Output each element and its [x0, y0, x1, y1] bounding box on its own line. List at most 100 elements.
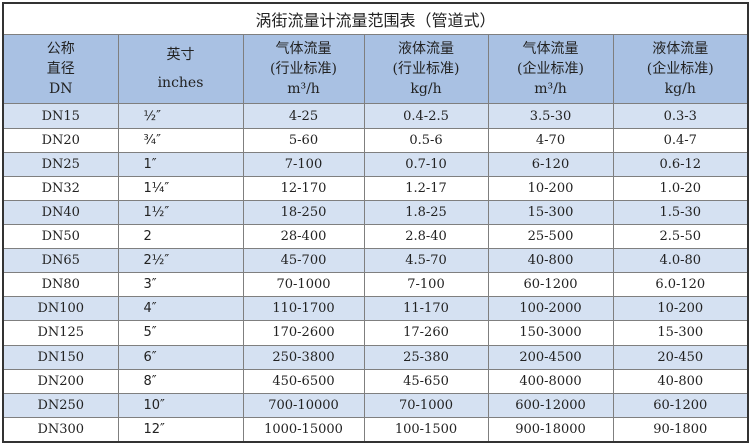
table-cell: 4-25 [242, 103, 365, 129]
table-cell: 15-300 [487, 199, 614, 226]
column-header-line: 气体流量 [275, 41, 332, 58]
table-cell: 17-260 [363, 320, 489, 346]
table-cell: 4.5-70 [363, 248, 489, 274]
column-header: 气体流量 (行业标准) m³/h [242, 34, 365, 105]
column-header-line: 英寸 [166, 47, 195, 64]
table-cell: 10-200 [487, 175, 614, 201]
table-cell: 70-1000 [242, 272, 365, 298]
table-cell: 0.3-3 [612, 103, 749, 129]
table-cell: 60-1200 [612, 392, 749, 418]
column-header-line: 直径 [46, 61, 75, 78]
table-cell: 100-2000 [487, 296, 614, 322]
table-cell: DN125 [2, 320, 119, 346]
table-cell: ¾″ [117, 127, 244, 153]
table-cell: 11-170 [363, 296, 489, 322]
table-cell: 0.4-7 [612, 127, 749, 153]
table-row: DN50 2 28-400 2.8-40 25-500 2.5-50 [2, 223, 749, 250]
column-header: 液体流量 (企业标准) kg/h [612, 34, 749, 105]
table-cell: DN15 [2, 103, 119, 129]
table-cell: 60-1200 [487, 272, 614, 298]
table-cell: DN100 [2, 296, 119, 322]
table-cell: DN300 [2, 416, 119, 443]
table-cell: 25-380 [363, 344, 489, 370]
table-cell: 3.5-30 [487, 103, 614, 129]
table-cell: 2.5-50 [612, 223, 749, 250]
table-cell: DN20 [2, 127, 119, 153]
table-cell: 1″ [117, 151, 244, 177]
table-row: DN15 ½″ 4-25 0.4-2.5 3.5-30 0.3-3 [2, 103, 749, 129]
table-row: DN200 8″ 450-6500 45-650 400-8000 40-800 [2, 368, 749, 394]
table-cell: 10-200 [612, 296, 749, 322]
column-header-line: 液体流量 [398, 41, 454, 58]
column-header-line: (行业标准) [392, 61, 460, 78]
table-row: DN25 1″ 7-100 0.7-10 6-120 0.6-12 [2, 151, 749, 177]
table-cell: 0.4-2.5 [363, 103, 489, 129]
table-row: DN150 6″ 250-3800 25-380 200-4500 20-450 [2, 344, 749, 370]
table-cell: DN40 [2, 199, 119, 226]
table-cell: 250-3800 [242, 344, 365, 370]
column-header: 公称直径 DN [2, 34, 119, 105]
table-row: DN125 5″ 170-2600 17-260 150-3000 15-300 [2, 320, 749, 346]
table-cell: 1.5-30 [612, 199, 749, 226]
table-cell: 450-6500 [242, 368, 365, 394]
column-header-line: 公称 [46, 41, 75, 58]
table-title: 涡街流量计流量范围表（管道式） [2, 2, 749, 36]
table-cell: DN65 [2, 248, 119, 274]
column-header-line: m³/h [534, 81, 567, 98]
table-cell: 8″ [117, 368, 244, 394]
table-cell: 25-500 [487, 223, 614, 250]
table-cell: ½″ [117, 103, 244, 129]
table-cell: DN32 [2, 175, 119, 201]
table-cell: 7-100 [363, 272, 489, 298]
table-row: DN65 2½″ 45-700 4.5-70 40-800 4.0-80 [2, 248, 749, 274]
column-header-line: 气体流量 [522, 41, 579, 58]
column-header-line: DN [49, 81, 73, 98]
table-cell: 12″ [117, 416, 244, 443]
table-cell: 700-10000 [242, 392, 365, 418]
table-cell: 100-1500 [363, 416, 489, 443]
table-cell: 6″ [117, 344, 244, 370]
column-header: 液体流量 (行业标准) kg/h [363, 34, 489, 105]
column-header: 英寸 inches [117, 34, 244, 105]
table-cell: 20-450 [612, 344, 749, 370]
table-cell: 1.2-17 [363, 175, 489, 201]
header-row: 公称 直径 DN 英寸 inches 气体流量 (行业标准) m³/h 液体流量 (行业标准) kg… [2, 34, 749, 105]
table-cell: DN150 [2, 344, 119, 370]
table-cell: 6-120 [487, 151, 614, 177]
table-row: DN250 10″ 700-10000 70-1000 600-12000 60-1200 [2, 392, 749, 418]
table-row: DN40 1½″ 18-250 1.8-25 15-300 1.5-30 [2, 199, 749, 226]
table-cell: 45-700 [242, 248, 365, 274]
table-cell: DN25 [2, 151, 119, 177]
table-cell: 40-800 [487, 248, 614, 274]
column-header: 气体流量 (企业标准) m³/h [487, 34, 614, 105]
table-cell: 1.0-20 [612, 175, 749, 201]
table-cell: 5-60 [242, 127, 365, 153]
table-cell: 6.0-120 [612, 272, 749, 298]
table-cell: 1¼″ [117, 175, 244, 201]
table-cell: 400-8000 [487, 368, 614, 394]
table-cell: 28-400 [242, 223, 365, 250]
table-cell: 1½″ [117, 199, 244, 226]
table-cell: 15-300 [612, 320, 749, 346]
column-header-line: (企业标准) [646, 61, 714, 78]
table-cell: 600-12000 [487, 392, 614, 418]
table-cell: 4.0-80 [612, 248, 749, 274]
column-header-line: inches [157, 75, 204, 92]
table-cell: 1000-15000 [242, 416, 365, 443]
column-header-line: m³/h [287, 81, 320, 98]
table-cell: 45-650 [363, 368, 489, 394]
table-cell: 0.7-10 [363, 151, 489, 177]
table-cell: 10″ [117, 392, 244, 418]
table-cell: 4″ [117, 296, 244, 322]
table-cell: 7-100 [242, 151, 365, 177]
table-cell: DN50 [2, 223, 119, 250]
table-cell: 900-18000 [487, 416, 614, 443]
table-cell: 2.8-40 [363, 223, 489, 250]
table-row: DN80 3″ 70-1000 7-100 60-1200 6.0-120 [2, 272, 749, 298]
table-cell: 200-4500 [487, 344, 614, 370]
table-cell: 90-1800 [612, 416, 749, 443]
table-cell: DN80 [2, 272, 119, 298]
column-header-line: kg/h [410, 81, 442, 98]
table-cell: 40-800 [612, 368, 749, 394]
table-cell: 3″ [117, 272, 244, 298]
